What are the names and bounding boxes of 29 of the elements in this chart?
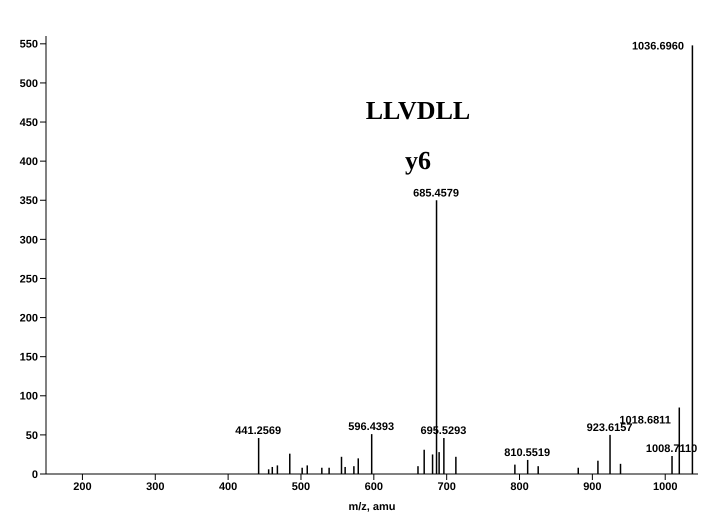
y-tick-label: 150 [20, 352, 38, 364]
y-tick-label: 550 [20, 38, 38, 51]
annotation: 441.2569 [235, 425, 282, 438]
x-axis-title: m/z, amu [348, 501, 396, 513]
x-tick-label: 900 [583, 480, 602, 493]
x-tick-label: 800 [510, 480, 529, 493]
annotation: 596.4393 [348, 421, 394, 434]
y-tick-label: 300 [20, 234, 38, 246]
x-tick-label: 300 [146, 480, 164, 493]
y-tick-label: 350 [20, 195, 38, 208]
y-tick-label: 250 [20, 273, 38, 286]
y-tick-label: 200 [20, 312, 38, 324]
x-tick-label: 1000 [652, 480, 678, 493]
annotation: 1036.6960 [632, 40, 684, 52]
y-tick-label: 100 [20, 390, 38, 403]
x-tick-label: 700 [437, 480, 456, 493]
y-tick-label: 500 [20, 78, 38, 90]
x-tick-label: 400 [218, 480, 238, 493]
x-tick-label: 200 [73, 480, 92, 493]
annotation: 810.5519 [504, 446, 550, 459]
annotation: LLVDLL [364, 96, 472, 126]
x-tick-label: 500 [292, 480, 310, 493]
annotation: y6 [404, 146, 432, 176]
y-tick-label: 0 [32, 468, 38, 481]
annotation: 685.4579 [413, 187, 460, 200]
y-tick-label: 450 [20, 116, 38, 129]
y-tick-label: 50 [26, 430, 38, 442]
y-tick-label: 400 [20, 156, 38, 168]
x-tick-label: 600 [364, 480, 383, 493]
